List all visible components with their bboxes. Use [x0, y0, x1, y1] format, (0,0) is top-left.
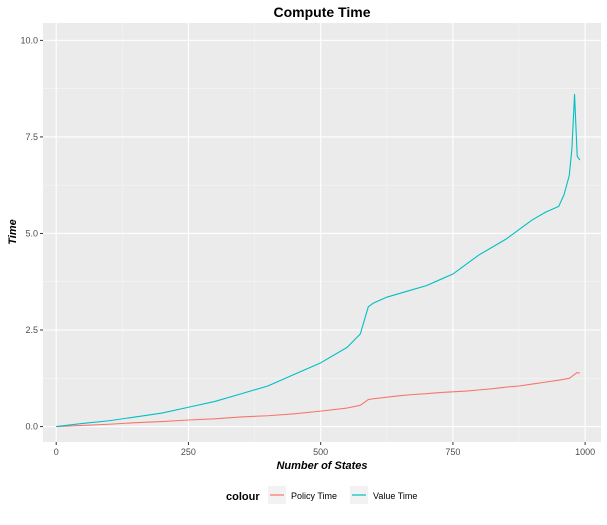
legend-title: colour — [226, 491, 260, 503]
y-tick-label: 0.0 — [25, 422, 38, 432]
x-tick-label: 1000 — [575, 447, 595, 457]
y-axis-ticks: 0.0 2.5 5.0 7.5 10.0 — [20, 35, 43, 432]
x-axis-ticks: 0 250 500 750 1000 — [54, 442, 595, 457]
y-tick-label: 10.0 — [20, 35, 38, 45]
y-axis-title: Time — [7, 219, 19, 244]
legend-label-policy: Policy Time — [291, 491, 337, 501]
series-line-policy-time — [56, 371, 580, 428]
grid-minor — [43, 23, 601, 442]
x-axis-title: Number of States — [276, 460, 367, 472]
x-tick-label: 0 — [54, 447, 59, 457]
series-layer — [56, 93, 581, 428]
x-tick-label: 750 — [445, 447, 460, 457]
plot-panel — [43, 23, 601, 442]
x-tick-label: 250 — [181, 447, 196, 457]
legend-label-value: Value Time — [373, 491, 417, 501]
y-tick-label: 2.5 — [25, 325, 38, 335]
y-tick-label: 7.5 — [25, 132, 38, 142]
series-line-value-time — [56, 93, 581, 428]
y-tick-label: 5.0 — [25, 228, 38, 238]
chart-title: Compute Time — [274, 4, 371, 20]
grid-major — [43, 23, 601, 442]
x-tick-label: 500 — [313, 447, 328, 457]
legend: colour Policy Time Value Time — [226, 486, 417, 504]
